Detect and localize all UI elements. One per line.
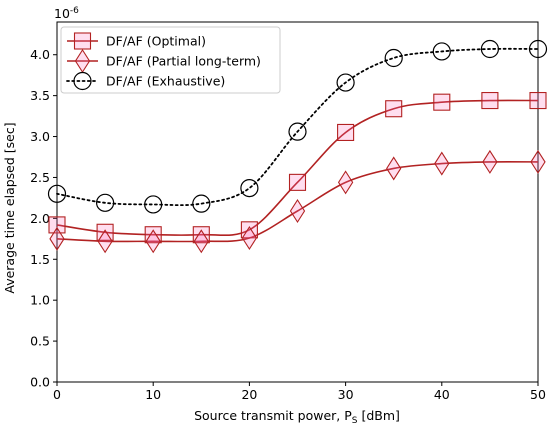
data-point-square <box>433 93 451 111</box>
y-tick-label: 3.0 <box>30 129 50 144</box>
x-tick-label: 10 <box>145 387 161 402</box>
y-multiplier-base: 10 <box>54 6 70 21</box>
x-tick-label: 50 <box>530 387 546 402</box>
data-point-square <box>192 226 210 244</box>
data-point-circle <box>192 194 211 213</box>
x-axis-label-subscript: S <box>352 416 358 426</box>
legend-label: DF/AF (Exhaustive) <box>106 74 225 89</box>
data-point-diamond <box>337 170 354 195</box>
y-tick-label: 2.0 <box>30 211 50 226</box>
y-tick-label: 2.5 <box>30 170 50 185</box>
y-tick-label: 0.0 <box>30 375 50 390</box>
legend-box <box>60 26 281 94</box>
x-axis-label: Source transmit power, PS [dBm] <box>194 408 400 426</box>
data-point-circle <box>95 193 115 212</box>
series-line-square <box>56 99 539 237</box>
data-point-diamond <box>97 229 113 254</box>
series-markers-layer <box>47 39 548 254</box>
data-point-circle <box>480 39 499 59</box>
data-point-diamond <box>49 226 65 251</box>
legend-marker-square <box>73 32 92 50</box>
y-axis-label: Average time elapsed [sec] <box>2 122 17 293</box>
y-tick-label: 4.0 <box>30 47 50 62</box>
x-axis-label-unit: [dBm] <box>357 408 399 423</box>
data-point-circle <box>47 184 67 203</box>
text-layer: 10-6 Source transmit power, PS [dBm] Ave… <box>2 6 400 426</box>
data-point-diamond <box>530 149 546 174</box>
legend-marker-circle <box>73 71 92 91</box>
x-axis-label-main: Source transmit power, P <box>194 408 352 423</box>
data-point-diamond <box>193 229 209 254</box>
data-point-diamond <box>145 229 161 254</box>
data-point-diamond <box>289 198 306 224</box>
data-point-diamond <box>482 149 498 174</box>
y-multiplier-exponent: -6 <box>70 6 79 16</box>
y-tick-label: 0.5 <box>30 334 50 349</box>
axes-layer: 0 10 20 30 40 50 0.0 0.5 1.0 1.5 2.0 2.5 3.0 3.5 4.0 <box>30 21 546 402</box>
series-line-circle <box>56 47 539 207</box>
data-point-circle <box>528 39 548 59</box>
data-point-square <box>337 123 355 142</box>
y-multiplier-label: 10-6 <box>54 6 79 21</box>
legend-label: DF/AF (Optimal) <box>106 34 206 49</box>
data-point-square <box>144 226 162 244</box>
x-tick-label: 0 <box>53 387 61 402</box>
y-tick-label: 1.0 <box>30 293 50 308</box>
legend-label: DF/AF (Partial long-term) <box>106 54 261 69</box>
data-point-square <box>48 216 66 234</box>
data-point-diamond <box>241 225 258 251</box>
data-point-circle <box>288 122 307 141</box>
data-point-circle <box>240 178 259 198</box>
legend: DF/AF (Optimal) DF/AF (Partial long-term)… <box>60 26 281 94</box>
data-point-diamond <box>386 156 402 181</box>
data-point-circle <box>384 48 403 68</box>
data-point-square <box>288 173 307 191</box>
x-tick-label: 30 <box>338 387 354 402</box>
series-line-diamond <box>56 160 539 243</box>
x-tick-label: 40 <box>434 387 450 402</box>
y-tick-label: 3.5 <box>30 88 50 103</box>
data-point-square <box>481 91 499 110</box>
data-point-circle <box>144 195 163 214</box>
data-point-diamond <box>434 151 450 176</box>
data-point-square <box>385 100 403 118</box>
data-point-square <box>529 91 547 110</box>
y-tick-label: 1.5 <box>30 252 50 267</box>
series-lines-layer <box>56 47 539 243</box>
data-point-circle <box>336 73 355 92</box>
data-point-circle <box>432 42 451 61</box>
x-tick-label: 20 <box>241 387 257 402</box>
